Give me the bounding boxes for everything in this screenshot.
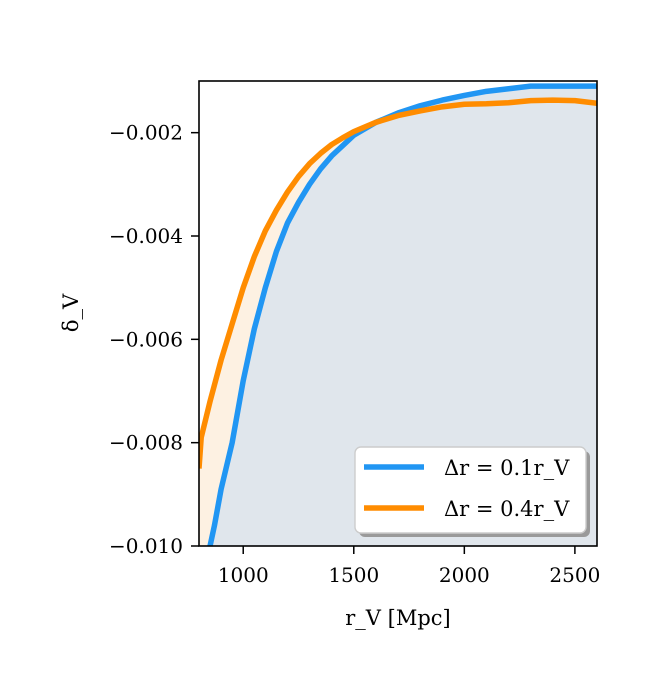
y-axis-label: δ_V xyxy=(59,293,83,332)
plot-frame xyxy=(198,80,598,547)
x-tick-label: 2000 xyxy=(439,563,490,587)
series-line-2 xyxy=(199,97,597,469)
legend-label-series-1: Δr = 0.1r_V xyxy=(444,456,570,480)
area-fill-series-1 xyxy=(210,86,597,546)
x-tick-label: 1500 xyxy=(328,563,379,587)
y-tick-label: −0.010 xyxy=(109,534,183,558)
x-tick-label: 1000 xyxy=(218,563,269,587)
legend: Δr = 0.1r_V Δr = 0.4r_V xyxy=(354,446,590,537)
legend-label-series-2: Δr = 0.4r_V xyxy=(444,497,570,521)
area-fills xyxy=(199,86,597,546)
y-tick-label: −0.008 xyxy=(109,431,183,455)
series-line-1 xyxy=(207,83,597,546)
x-axis-label: r_V [Mpc] xyxy=(345,606,450,630)
x-axis-ticks: 1000 1500 2000 2500 xyxy=(218,546,600,587)
x-tick-label: 2500 xyxy=(549,563,600,587)
series-lines xyxy=(199,83,597,546)
y-tick-label: −0.004 xyxy=(109,224,183,248)
y-tick-label: −0.002 xyxy=(109,121,183,145)
y-tick-label: −0.006 xyxy=(109,327,183,351)
y-axis-ticks: −0.010 −0.008 −0.006 −0.004 −0.002 xyxy=(109,121,199,558)
